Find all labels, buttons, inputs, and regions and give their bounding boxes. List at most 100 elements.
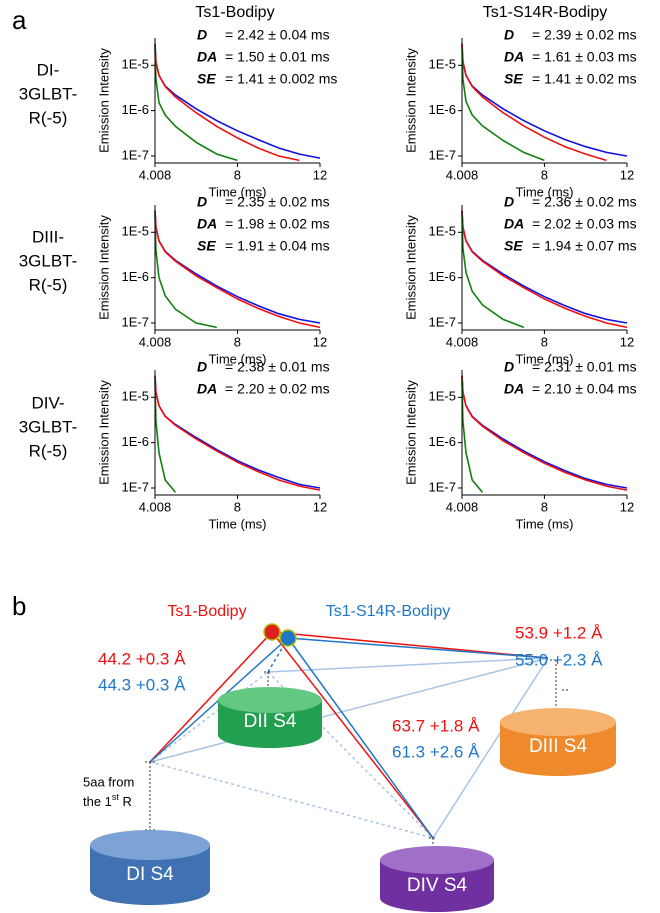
x-tick-label: 12 — [313, 334, 327, 349]
annotation-text: = 2.31 ± 0.01 ms — [532, 359, 637, 375]
trace — [461, 375, 628, 491]
panel-label: b — [12, 591, 26, 621]
y-axis-title: Emission Intensity — [403, 215, 418, 320]
annotation-text: = 1.91 ± 0.04 ms — [225, 238, 330, 254]
distance: 55.0 +2.3 Å — [515, 650, 603, 669]
trace — [154, 43, 300, 162]
annotation-text: = 1.98 ± 0.02 ms — [225, 216, 330, 232]
x-axis-title: Time (ms) — [515, 516, 573, 531]
note: 5aa from — [83, 774, 134, 789]
annotation-text: = 2.02 ± 0.03 ms — [532, 216, 637, 232]
annotation-label: DA — [504, 381, 524, 397]
x-tick-label: 12 — [620, 167, 634, 182]
y-tick-label: 1E-7 — [122, 147, 149, 162]
annotation-text: = 1.94 ± 0.07 ms — [532, 238, 637, 254]
annotation-label: DA — [504, 49, 524, 65]
distance: 53.9 +1.2 Å — [515, 623, 603, 642]
diagram: b Ts1-Bodipy Ts1-S14R-Bodipy — [12, 591, 616, 912]
panel-label: a — [12, 5, 27, 35]
probe-label: Ts1-S14R-Bodipy — [326, 603, 451, 620]
annotation-label: D — [504, 194, 514, 210]
y-tick-label: 1E-5 — [429, 389, 456, 404]
x-tick-label: 8 — [541, 167, 548, 182]
x-axis-title: Time (ms) — [208, 351, 266, 366]
annotation-label: SE — [504, 238, 523, 254]
annotation-label: D — [197, 194, 207, 210]
annotation-label: DA — [197, 381, 217, 397]
probe-label: Ts1-Bodipy — [167, 603, 246, 620]
column-title: Ts1-S14R-Bodipy — [483, 4, 608, 21]
trace — [461, 43, 607, 162]
annotation-text: = 2.10 ± 0.04 ms — [532, 381, 637, 397]
y-tick-label: 1E-5 — [122, 57, 149, 72]
annotation-label: DA — [197, 216, 217, 232]
annotation-label: DA — [504, 216, 524, 232]
annotation-label: SE — [197, 71, 216, 87]
x-axis-title: Time (ms) — [208, 184, 266, 199]
x-tick-label: 8 — [234, 499, 241, 514]
y-axis-title: Emission Intensity — [96, 48, 111, 153]
annotation-label: SE — [504, 71, 523, 87]
x-tick-label: 4.008 — [139, 167, 172, 182]
y-tick-label: 1E-7 — [122, 479, 149, 494]
x-axis-title: Time (ms) — [515, 184, 573, 199]
trace — [461, 47, 545, 162]
y-tick-label: 1E-6 — [122, 102, 149, 117]
y-tick-label: 1E-6 — [429, 434, 456, 449]
y-tick-label: 1E-6 — [122, 269, 149, 284]
x-tick-label: 4.008 — [446, 499, 479, 514]
x-axis-title: Time (ms) — [515, 351, 573, 366]
y-tick-label: 1E-5 — [429, 57, 456, 72]
distance: 63.7 +1.8 Å — [392, 716, 480, 735]
annotation-text: = 2.20 ± 0.02 ms — [225, 381, 330, 397]
annotation-text: = 2.39 ± 0.02 ms — [532, 27, 637, 43]
x-tick-label: 8 — [234, 334, 241, 349]
y-tick-label: 1E-5 — [122, 224, 149, 239]
row-label: R(-5) — [29, 441, 68, 460]
row-label: DIV- — [31, 393, 64, 412]
x-tick-label: 4.008 — [446, 167, 479, 182]
annotation-label: SE — [197, 238, 216, 254]
annotation-label: D — [504, 359, 514, 375]
domain-label: DIV S4 — [407, 875, 468, 896]
annotation-label: D — [504, 27, 514, 43]
annotation-text: = 1.41 ± 0.02 ms — [532, 71, 637, 87]
annotation-label: D — [197, 359, 207, 375]
row-label: 3GLBT- — [19, 417, 78, 436]
domain-label: DI S4 — [126, 864, 174, 885]
trace — [461, 379, 484, 493]
annotation-text: = 2.35 ± 0.02 ms — [225, 194, 330, 210]
trace — [154, 214, 217, 329]
y-tick-label: 1E-6 — [122, 434, 149, 449]
y-tick-label: 1E-6 — [429, 102, 456, 117]
x-tick-label: 4.008 — [139, 334, 172, 349]
annotation-label: D — [197, 27, 207, 43]
annotation-text: = 1.41 ± 0.002 ms — [225, 71, 337, 87]
row-label: R(-5) — [29, 275, 68, 294]
x-tick-label: 8 — [541, 499, 548, 514]
y-tick-label: 1E-5 — [122, 389, 149, 404]
x-axis-title: Time (ms) — [208, 516, 266, 531]
note: the 1st R — [83, 792, 132, 809]
row-label: DIII- — [32, 227, 64, 246]
distance-lines — [149, 631, 549, 839]
trace — [461, 214, 525, 329]
x-tick-label: 8 — [541, 334, 548, 349]
x-tick-label: 8 — [234, 167, 241, 182]
row-label: R(-5) — [29, 108, 68, 127]
y-tick-label: 1E-7 — [429, 314, 456, 329]
y-tick-label: 1E-5 — [429, 224, 456, 239]
y-tick-label: 1E-7 — [429, 147, 456, 162]
x-tick-label: 4.008 — [139, 499, 172, 514]
annotation-text: = 2.36 ± 0.02 ms — [532, 194, 637, 210]
probe-dot — [263, 623, 281, 641]
trace — [154, 210, 321, 329]
x-tick-label: 4.008 — [446, 334, 479, 349]
frame — [149, 657, 549, 839]
domain-label: DIII S4 — [529, 736, 588, 757]
x-tick-label: 12 — [620, 499, 634, 514]
y-tick-label: 1E-7 — [122, 314, 149, 329]
y-tick-label: 1E-7 — [429, 479, 456, 494]
distance: 44.2 +0.3 Å — [98, 649, 186, 668]
